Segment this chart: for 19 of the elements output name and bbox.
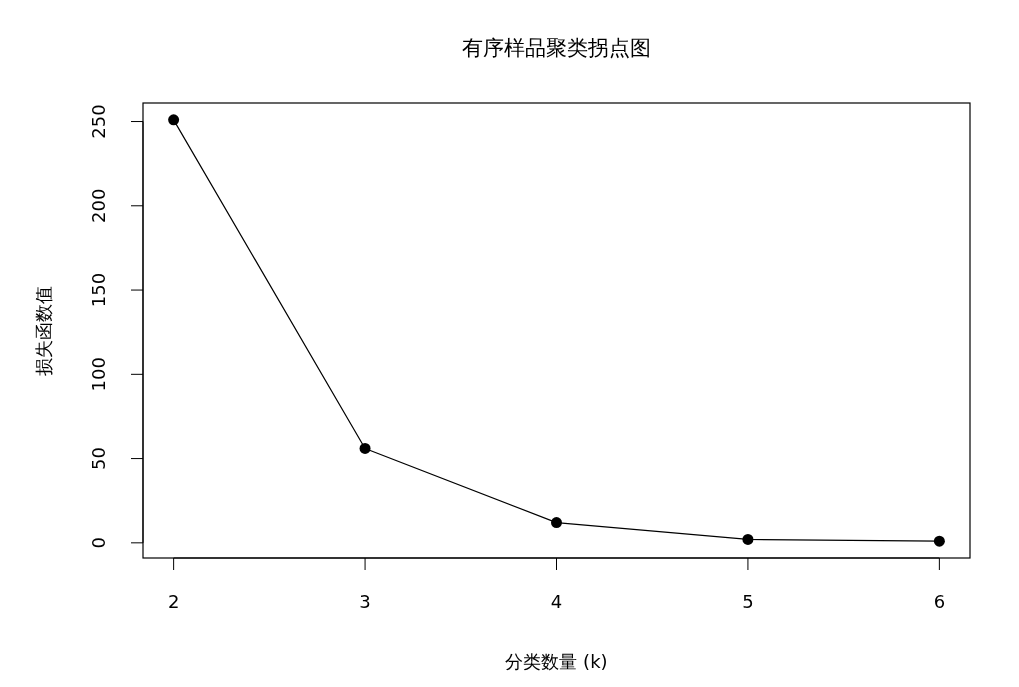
point — [933, 535, 945, 547]
y-tick-label: 0 — [88, 537, 109, 549]
y-tick-label: 50 — [88, 447, 109, 471]
y-tick-label: 250 — [88, 104, 109, 139]
x-tick-label: 4 — [550, 591, 563, 612]
y-tick-label: 200 — [88, 188, 109, 223]
y-axis-title: 损失函数值 — [33, 285, 54, 376]
point — [742, 533, 754, 545]
y-tick-label: 150 — [88, 272, 109, 308]
x-tick-label: 6 — [933, 591, 946, 612]
x-axis-title: 分类数量 (k) — [505, 651, 608, 672]
x-tick-label: 3 — [359, 591, 371, 612]
x-tick-label: 2 — [167, 591, 180, 612]
point — [551, 517, 562, 529]
point — [168, 114, 180, 126]
point — [359, 442, 371, 454]
x-tick-label: 5 — [742, 591, 754, 612]
chart-title: 有序样品聚类拐点图 — [462, 36, 651, 60]
y-tick-label: 100 — [88, 357, 109, 392]
